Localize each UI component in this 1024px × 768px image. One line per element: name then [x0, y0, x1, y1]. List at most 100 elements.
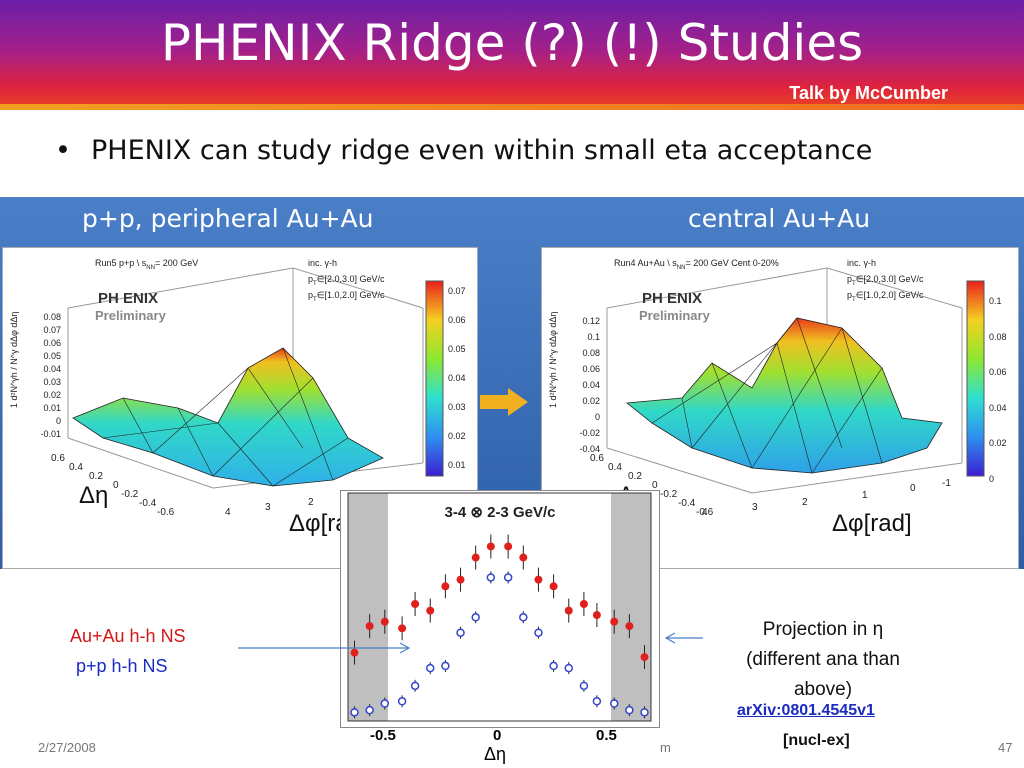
pp-data-point — [397, 697, 407, 706]
pp-data-point — [410, 681, 420, 691]
z-tick: 0 — [56, 416, 61, 426]
trigger-info: inc. γ-h — [847, 258, 876, 268]
phi-tick: 3 — [265, 502, 271, 513]
preliminary-label: Preliminary — [95, 308, 167, 323]
auau-data-point — [380, 617, 389, 626]
pp-data-point — [365, 705, 374, 715]
cut-info-1: pT∈[2.0,3.0] GeV/c — [847, 274, 924, 287]
pp-data-point — [592, 697, 602, 706]
colorbar-tick: 0.08 — [989, 332, 1007, 342]
colorbar-tick: 0.02 — [989, 438, 1007, 448]
projection-chart: 3-4 ⊗ 2-3 GeV/c — [340, 490, 660, 728]
colorbar-tick: 0.04 — [448, 373, 466, 383]
eta-axis-label: Δη — [79, 482, 108, 509]
pp-legend-label: p+p h-h NS — [76, 656, 168, 676]
run-info: Run5 p+p \ sNN= 200 GeV — [95, 258, 198, 271]
projection-note-line: above) — [793, 679, 853, 700]
pp-data-point — [579, 681, 589, 691]
eta-tick: -0.4 — [678, 498, 696, 509]
z-tick: 0.02 — [43, 390, 61, 400]
title-stripe — [0, 104, 1024, 110]
phi-axis-label: Δφ[rad] — [832, 510, 912, 537]
pp-data-point — [471, 613, 480, 622]
auau-data-point — [456, 575, 465, 584]
z-tick: -0.02 — [579, 428, 600, 438]
arrow-right-icon — [238, 642, 411, 654]
auau-data-point — [610, 617, 619, 626]
arxiv-link[interactable]: arXiv:0801.4545v1 — [737, 702, 875, 719]
auau-data-point — [486, 542, 495, 551]
eta-tick: 0.6 — [590, 453, 604, 464]
bullet-text: PHENIX can study ridge even within small… — [91, 135, 873, 166]
auau-data-point — [398, 624, 407, 633]
phi-tick: 2 — [802, 497, 808, 508]
colorbar-tick: 0.06 — [448, 315, 466, 325]
pp-data-point — [380, 699, 390, 708]
auau-data-point — [579, 599, 588, 608]
auau-data-point — [564, 606, 573, 615]
z-tick: 0.03 — [43, 377, 61, 387]
x-axis-label: Δη — [484, 744, 507, 764]
right-panel-header: central Au+Au — [688, 204, 871, 233]
excluded-region-right — [611, 493, 651, 721]
bullet-item: • PHENIX can study ridge even within smal… — [55, 135, 872, 166]
preliminary-label: Preliminary — [639, 308, 711, 323]
x-tick: -0.5 — [370, 727, 396, 744]
auau-data-point — [592, 611, 601, 620]
eta-tick: 0.6 — [51, 453, 65, 464]
z-tick: 0.06 — [582, 364, 600, 374]
phenix-logo: PH ENIX — [642, 290, 702, 307]
footer-text: m — [660, 740, 671, 755]
cut-info-2: pT∈[1.0,2.0] GeV/c — [308, 290, 385, 303]
pp-data-point — [350, 708, 359, 717]
auau-data-point — [365, 622, 374, 631]
eta-tick: 0 — [113, 480, 119, 491]
auau-data-point — [471, 553, 480, 562]
phi-tick: 4 — [225, 507, 231, 518]
auau-data-point — [534, 575, 543, 584]
eta-tick: -0.6 — [157, 507, 175, 518]
pp-data-point — [640, 708, 649, 717]
z-axis-label: 1 d²N^γh / N^γ dΔφ dΔη — [548, 312, 558, 408]
auau-data-point — [519, 553, 528, 562]
z-tick: 0.04 — [582, 380, 600, 390]
colorbar-tick: 0.03 — [448, 402, 466, 412]
phi-tick: 4 — [702, 507, 708, 518]
colorbar-tick: 0.04 — [989, 403, 1007, 413]
pp-data-point — [625, 705, 634, 715]
projection-svg: 3-4 ⊗ 2-3 GeV/c — [347, 492, 652, 722]
x-tick: 0.5 — [596, 727, 617, 744]
trigger-info: inc. γ-h — [308, 258, 337, 268]
z-tick: 0.1 — [587, 332, 600, 342]
bullet-dot: • — [55, 135, 71, 166]
phi-axis-label: Δφ[ra — [289, 510, 349, 537]
eta-tick: 0.2 — [89, 471, 103, 482]
talk-attribution: Talk by McCumber — [789, 83, 948, 103]
excluded-region-left — [348, 493, 388, 721]
eta-tick: 0.2 — [628, 471, 642, 482]
chart-title: 3-4 ⊗ 2-3 GeV/c — [445, 504, 556, 521]
phi-tick: 0 — [910, 483, 916, 494]
page-number: 47 — [998, 740, 1013, 755]
eta-tick: 0.4 — [69, 462, 83, 473]
title-bar — [0, 0, 1024, 110]
auau-data-point — [640, 653, 649, 662]
z-axis-label: 1 d²N^γh / N^γ dΔφ dΔη — [9, 312, 19, 408]
eta-tick: -0.4 — [139, 498, 157, 509]
projection-note-line: (different ana than — [746, 649, 900, 670]
slide-title: PHENIX Ridge (?) (!) Studies — [160, 14, 864, 72]
pp-data-point — [609, 699, 619, 708]
z-tick: 0.07 — [43, 325, 61, 335]
eta-tick: 0 — [652, 480, 658, 491]
phi-tick: 2 — [308, 497, 314, 508]
cut-info-1: pT∈[2.0,3.0] GeV/c — [308, 274, 385, 287]
arxiv-category: [nucl-ex] — [783, 732, 850, 749]
left-colorbar-ticks: 0.07 0.06 0.05 0.04 0.03 0.02 0.01 — [448, 286, 466, 470]
right-surface-svg: 0.1 0.08 0.06 0.04 0.02 0 Run4 Au+Au \ s… — [548, 258, 1007, 537]
run-info: Run4 Au+Au \ sNN= 200 GeV Cent 0-20% — [614, 258, 779, 271]
z-tick: 0.04 — [43, 364, 61, 374]
auau-data-point — [504, 542, 513, 551]
arrow-right-icon — [480, 388, 528, 416]
colorbar-tick: 0.01 — [448, 460, 466, 470]
colorbar-tick: 0.1 — [989, 296, 1002, 306]
